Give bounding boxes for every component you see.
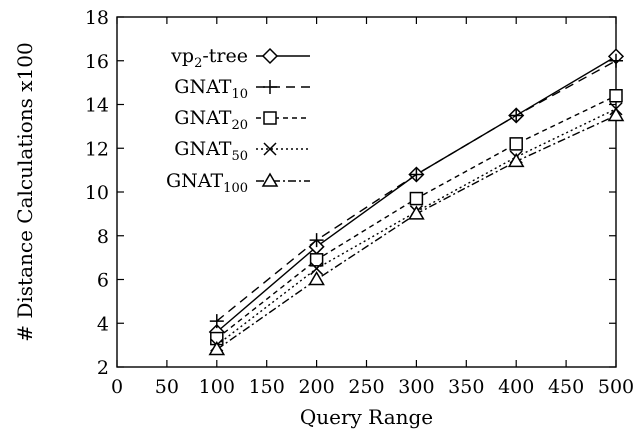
legend-marker: [261, 172, 279, 187]
y-axis-title: # Distance Calculations x100: [13, 42, 37, 342]
legend-marker: [261, 47, 279, 65]
data-point-GNAT100: [607, 106, 625, 122]
data-point-GNAT50: [310, 262, 324, 276]
y-tick-label: 10: [85, 182, 109, 204]
legend-marker: [263, 111, 277, 125]
series-line-GNAT100: [216, 114, 617, 351]
data-point-GNAT20: [409, 191, 424, 206]
tick-labels: 0 50 100 150 200 250 300 350 400 450 500 2 4 6 8 10 12 14…: [85, 7, 634, 398]
data-point-GNAT20: [609, 89, 623, 103]
legend-label: GNAT10: [174, 76, 248, 102]
x-tick-label: 500: [598, 376, 634, 398]
x-tick-label: 200: [298, 376, 334, 398]
data-point-GNAT10: [509, 108, 524, 123]
x-tick-label: 450: [548, 376, 584, 398]
y-tick-label: 14: [85, 95, 109, 117]
data-point-GNAT10: [409, 167, 424, 182]
y-tick-label: 2: [97, 357, 109, 379]
legend: vp2-tree GNAT10 GNAT20 GNAT50 GNAT100: [166, 45, 310, 196]
x-tick-label: 50: [155, 376, 179, 398]
legend-item-GNAT20: GNAT20: [174, 107, 310, 133]
data-point-GNAT100: [308, 271, 325, 286]
y-tick-label: 16: [85, 51, 109, 73]
legend-marker: [263, 80, 277, 94]
x-axis-title: Query Range: [300, 405, 433, 429]
data-point-GNAT100: [408, 205, 425, 220]
y-tick-label: 12: [85, 138, 109, 160]
data-point-GNAT10: [209, 314, 224, 329]
legend-label: GNAT100: [166, 170, 248, 196]
y-tick-label: 4: [97, 313, 109, 335]
legend-label: GNAT50: [174, 138, 248, 164]
x-tick-label: 350: [448, 376, 484, 398]
y-tick-label: 18: [85, 7, 109, 29]
data-point-GNAT10: [309, 233, 324, 248]
x-tick-label: 0: [111, 376, 123, 398]
series-GNAT100: [208, 106, 625, 356]
legend-marker: [263, 142, 277, 156]
axes: [116, 16, 617, 368]
legend-label: GNAT20: [174, 107, 248, 133]
data-point-GNAT100: [208, 341, 226, 356]
data-point-GNAT10: [609, 53, 623, 68]
data-point-GNAT20: [509, 137, 523, 151]
x-tick-label: 300: [398, 376, 434, 398]
plot-frame: [116, 16, 617, 368]
legend-item-GNAT10: GNAT10: [174, 76, 310, 102]
x-tick-label: 250: [348, 376, 384, 398]
tick-marks: [116, 16, 617, 368]
legend-item-GNAT100: GNAT100: [166, 170, 310, 196]
legend-item-GNAT50: GNAT50: [174, 138, 310, 164]
series-GNAT10: [209, 53, 623, 329]
legend-item-vp2-tree: vp2-tree: [170, 45, 310, 71]
data-point-GNAT100: [507, 152, 525, 168]
legend-label: vp2-tree: [170, 45, 248, 71]
data-point-GNAT20: [309, 253, 324, 267]
x-tick-label: 100: [199, 376, 235, 398]
x-tick-label: 150: [249, 376, 285, 398]
y-tick-label: 6: [97, 270, 109, 292]
series-GNAT50: [210, 102, 623, 352]
series-line-GNAT50: [216, 108, 617, 346]
series-group: [208, 48, 625, 356]
y-tick-label: 8: [97, 226, 109, 248]
x-tick-label: 400: [498, 376, 534, 398]
series-line-GNAT10: [216, 60, 617, 322]
